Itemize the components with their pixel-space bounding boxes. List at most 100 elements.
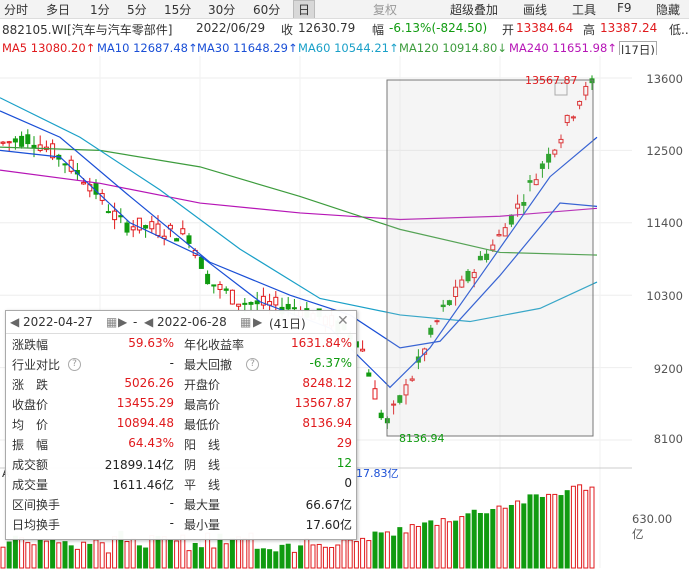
volume-bar — [81, 541, 87, 569]
candle-body — [446, 300, 452, 306]
volume-bar — [471, 509, 477, 569]
prev-start-arrow-icon[interactable]: ◀ — [10, 315, 20, 329]
stat-value: 10894.48 — [116, 416, 174, 430]
volume-bar — [570, 485, 576, 569]
volume-bar — [583, 489, 589, 569]
interval-days: (41日) — [269, 317, 306, 331]
volume-bar — [422, 522, 428, 569]
open-label: 开 — [502, 23, 515, 37]
volume-bar — [459, 516, 465, 569]
volume-bar — [87, 543, 93, 569]
candle-body — [136, 217, 142, 231]
ma-settings-button[interactable]: l17日) — [619, 41, 657, 55]
hide-button[interactable]: 隐藏 — [656, 3, 681, 17]
tab-multiday[interactable]: 多日 — [46, 3, 71, 17]
candle-body — [6, 141, 12, 144]
tools-button[interactable]: 工具 — [572, 3, 597, 17]
candle-body — [186, 235, 192, 244]
super-overlay-button[interactable]: 超级叠加 — [450, 3, 499, 17]
calendar-icon[interactable]: ▦ — [106, 315, 118, 329]
help-icon[interactable]: ? — [68, 358, 81, 371]
tab-daily[interactable]: 日 — [293, 0, 316, 18]
volume-bar — [397, 527, 403, 569]
volume-bar — [99, 542, 105, 569]
close-icon[interactable]: ✕ — [337, 313, 349, 329]
stats-row: 振 幅 64.43% 阳 线 29 — [6, 435, 356, 452]
volume-bar — [143, 547, 149, 569]
candle-body — [217, 284, 223, 290]
candle-body — [471, 271, 477, 279]
tab-60min[interactable]: 60分 — [253, 3, 281, 17]
volume-bar — [0, 546, 6, 569]
volume-bar — [254, 548, 260, 569]
volume-bar — [415, 525, 421, 569]
tab-1min[interactable]: 1分 — [90, 3, 110, 17]
volume-bar — [291, 551, 297, 569]
volume-bar — [446, 521, 452, 569]
ma240-legend: MA240 11651.98↑ — [509, 41, 617, 55]
candle-body — [459, 279, 465, 288]
tab-fenshi[interactable]: 分时 — [4, 3, 29, 17]
draw-line-button[interactable]: 画线 — [523, 3, 548, 17]
volume-bar — [496, 505, 502, 569]
volume-bar — [341, 539, 347, 569]
next-start-arrow-icon[interactable]: ▶ — [118, 315, 128, 329]
volume-bar — [198, 547, 204, 569]
stat-label: 行业对比 — [12, 358, 61, 372]
calendar-icon[interactable]: ▦ — [240, 315, 252, 329]
restore-rights-button[interactable]: 复权 — [373, 3, 398, 17]
volume-bar — [12, 535, 18, 569]
stat-label: 收盘价 — [12, 398, 49, 412]
candle-body — [440, 304, 446, 308]
volume-bar — [552, 493, 558, 569]
stat-label: 最大量 — [184, 498, 221, 512]
volume-bar — [391, 535, 397, 569]
candle-body — [552, 149, 558, 155]
volume-bar — [25, 542, 31, 569]
volume-bar — [161, 536, 167, 569]
ma-legend: MA5 13080.20↑ MA10 12687.48↑ MA30 11648.… — [0, 39, 689, 55]
candle-body — [124, 222, 130, 233]
kline-chart[interactable]: 13567.87 8136.94 17.83亿 A — [0, 56, 632, 571]
change-value: -6.13%(-824.50) — [389, 21, 488, 35]
prev-end-arrow-icon[interactable]: ◀ — [144, 315, 154, 329]
candle-body — [403, 384, 409, 396]
stats-row: 收盘价 13455.29 最高价 13567.87 — [6, 395, 356, 412]
price-axis: 13600 12500 11400 10300 9200 8100 630.00… — [632, 56, 689, 571]
candle-body — [19, 135, 25, 147]
tab-15min[interactable]: 15分 — [164, 3, 192, 17]
candle-body — [533, 179, 539, 186]
volume-bar — [577, 484, 583, 569]
stats-row: 成交额 21899.14亿阴 线 12 — [6, 455, 356, 472]
candle-body — [112, 210, 118, 221]
candle-body — [25, 134, 31, 145]
restore-icon[interactable] — [554, 82, 568, 96]
candle-body — [198, 256, 204, 269]
stat-label: 最低价 — [184, 418, 221, 432]
volume-bar — [490, 508, 496, 569]
candle-body — [149, 221, 155, 230]
quote-header: 882105.WI[汽车与汽车零部件] 2022/06/29 收 12630.7… — [0, 20, 689, 38]
candle-body — [378, 412, 384, 419]
volume-bar — [285, 543, 291, 569]
stat-value: 21899.14亿 — [104, 458, 174, 472]
volume-bar — [186, 550, 192, 569]
help-icon[interactable]: ? — [246, 358, 259, 371]
volume-bar — [149, 535, 155, 569]
tab-5min[interactable]: 5分 — [127, 3, 147, 17]
candle-body — [453, 286, 459, 298]
volume-bar — [37, 539, 43, 569]
start-date[interactable]: 2022-04-27 — [23, 315, 93, 329]
f9-button[interactable]: F9 — [617, 1, 632, 15]
volume-bar — [453, 520, 459, 569]
end-date[interactable]: 2022-06-28 — [157, 315, 227, 329]
next-end-arrow-icon[interactable]: ▶ — [253, 315, 263, 329]
candle-body — [539, 163, 545, 169]
volume-bar — [316, 543, 322, 569]
candle-body — [502, 227, 508, 237]
candle-body — [12, 138, 18, 143]
stat-label: 最高价 — [184, 398, 221, 412]
tab-30min[interactable]: 30分 — [208, 3, 236, 17]
range-selection-box[interactable] — [386, 79, 594, 437]
volume-bar — [192, 542, 198, 569]
